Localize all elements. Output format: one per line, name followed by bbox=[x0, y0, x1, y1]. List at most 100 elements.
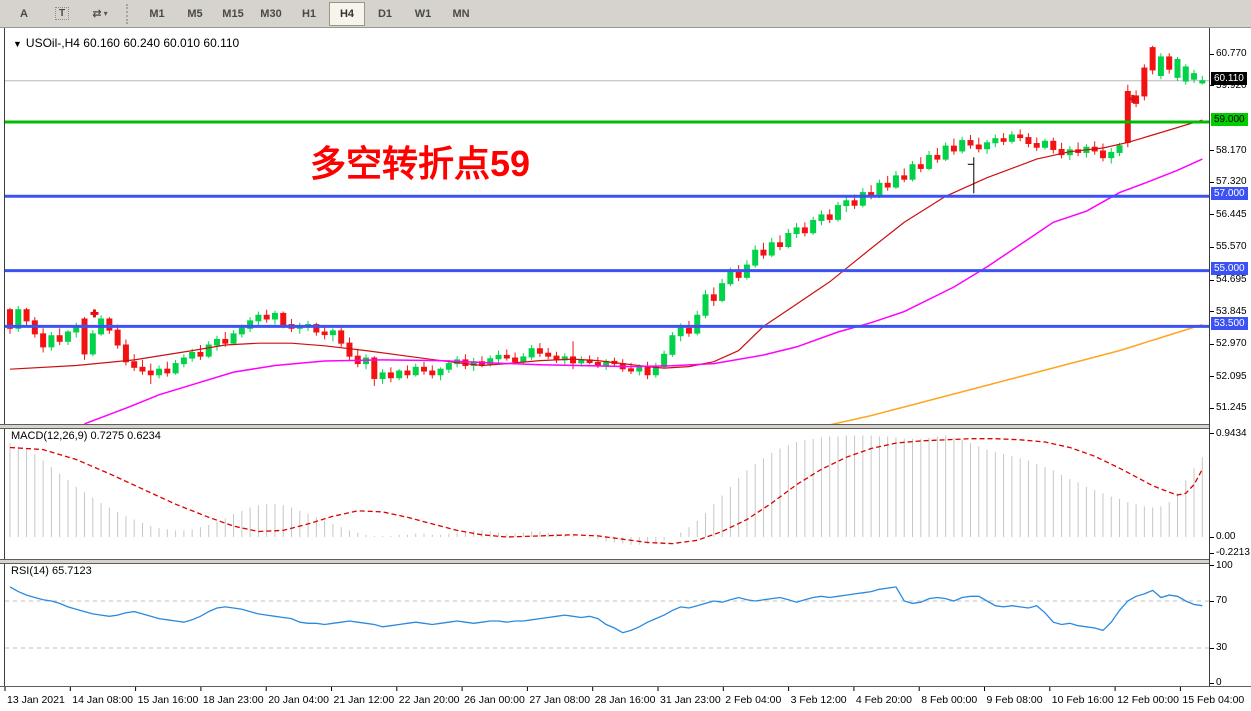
candle bbox=[1182, 64, 1189, 85]
time-tick-label: 4 Feb 20:00 bbox=[856, 694, 912, 706]
time-tick-label: 15 Feb 04:00 bbox=[1182, 694, 1244, 706]
timeframe-button-w1[interactable]: W1 bbox=[414, 7, 432, 20]
candle bbox=[371, 356, 378, 386]
candle bbox=[760, 242, 767, 259]
time-tick-label: 3 Feb 12:00 bbox=[791, 694, 847, 706]
timeframe-button-h1[interactable]: H1 bbox=[301, 7, 317, 20]
timeframe-button-m1[interactable]: M1 bbox=[149, 7, 165, 20]
candle bbox=[536, 343, 543, 357]
candle bbox=[685, 320, 692, 337]
panel-divider[interactable] bbox=[0, 559, 1251, 564]
cascade-arrows-icon: ⇄ bbox=[92, 8, 102, 20]
candle bbox=[884, 175, 891, 191]
candle bbox=[255, 311, 262, 327]
candle bbox=[1075, 142, 1082, 157]
vertical-line-object[interactable] bbox=[967, 157, 975, 194]
candle bbox=[793, 223, 800, 238]
cascade-tool-button[interactable]: ⇄ ▾ bbox=[82, 2, 118, 26]
candle bbox=[810, 216, 817, 235]
timeframe-button-m5[interactable]: M5 bbox=[187, 7, 203, 20]
candle bbox=[926, 150, 933, 171]
price-axis[interactable]: 60.770 59.920 58.170 57.320 56.445 55.570 54.6… bbox=[1209, 28, 1251, 711]
candle bbox=[835, 201, 841, 222]
timeframe-button-d1[interactable]: D1 bbox=[377, 7, 393, 20]
timeframe-button-m15[interactable]: M15 bbox=[222, 7, 244, 20]
axis-tick bbox=[1210, 647, 1214, 649]
time-axis[interactable]: 13 Jan 2021 14 Jan 08:00 15 Jan 16:00 18 Ja… bbox=[0, 686, 1251, 711]
chart-annotation-text: 多空转折点59 bbox=[310, 143, 531, 184]
candle bbox=[15, 305, 22, 332]
time-tick-label: 8 Feb 00:00 bbox=[921, 694, 977, 706]
candle bbox=[1066, 146, 1073, 160]
candle bbox=[959, 136, 966, 154]
price-tick-label: 58.170 bbox=[1216, 144, 1247, 156]
rsi-label: RSI(14) 65.7123 bbox=[11, 565, 92, 577]
timeframe-button-mn[interactable]: MN bbox=[452, 7, 470, 20]
time-tick-label: 10 Feb 16:00 bbox=[1052, 694, 1114, 706]
candle bbox=[396, 369, 403, 381]
candle bbox=[785, 229, 792, 249]
candle bbox=[338, 326, 345, 347]
axis-tick bbox=[1210, 85, 1214, 87]
axis-tick bbox=[1210, 407, 1214, 409]
panel-divider[interactable] bbox=[0, 424, 1251, 429]
symbol-ohlc-line: ▼ USOil-,H4 60.160 60.240 60.010 60.110 bbox=[13, 36, 239, 50]
candle bbox=[843, 196, 850, 212]
candle bbox=[702, 289, 709, 319]
candle bbox=[114, 324, 121, 349]
time-tick-label: 22 Jan 20:00 bbox=[399, 694, 460, 706]
candle bbox=[230, 330, 237, 346]
timeframe-button-m30[interactable]: M30 bbox=[260, 7, 282, 20]
candle bbox=[1199, 75, 1206, 85]
chart-window[interactable]: ▼ USOil-,H4 60.160 60.240 60.010 60.110 多… bbox=[0, 28, 1251, 711]
candle bbox=[1166, 53, 1173, 74]
candle bbox=[164, 361, 171, 377]
toolbar: A T ⇄ ▾ M1 M5 M15 M30 H1 H4 D1 W1 MN bbox=[0, 0, 1251, 28]
candle bbox=[545, 347, 552, 360]
price-chart-canvas[interactable] bbox=[5, 30, 1209, 426]
candle bbox=[826, 209, 833, 224]
time-tick-label: 14 Jan 08:00 bbox=[72, 694, 133, 706]
ma-orange-line bbox=[829, 323, 1203, 426]
time-tick-label: 28 Jan 16:00 bbox=[595, 694, 656, 706]
axis-tick bbox=[1210, 246, 1214, 248]
text-tool-icon: T bbox=[54, 7, 70, 20]
candle bbox=[180, 354, 187, 368]
rsi-canvas[interactable] bbox=[5, 562, 1209, 686]
plus-mark-icon[interactable] bbox=[90, 309, 99, 318]
candle bbox=[421, 361, 427, 375]
candle bbox=[172, 359, 179, 375]
ma-red-line bbox=[9, 119, 1203, 370]
candle bbox=[710, 287, 717, 306]
candle bbox=[147, 363, 154, 385]
macd-panel[interactable]: MACD(12,26,9) 0.7275 0.6234 bbox=[5, 427, 1209, 559]
rsi-tick-label: 70 bbox=[1216, 595, 1228, 606]
candle bbox=[40, 328, 47, 353]
symbol-dropdown-icon[interactable]: ▼ bbox=[13, 39, 22, 49]
candle bbox=[1025, 133, 1032, 148]
candle bbox=[619, 359, 626, 372]
price-tick-label: 59.920 bbox=[1216, 79, 1247, 91]
macd-canvas[interactable] bbox=[5, 427, 1209, 559]
price-panel[interactable]: ▼ USOil-,H4 60.160 60.240 60.010 60.110 多… bbox=[5, 30, 1209, 426]
candle bbox=[694, 310, 701, 336]
candle bbox=[1000, 133, 1007, 146]
timeframe-button-h4[interactable]: H4 bbox=[329, 1, 365, 26]
cursor-tool-button[interactable]: A bbox=[20, 7, 28, 20]
candle bbox=[1174, 56, 1181, 82]
candle bbox=[1116, 142, 1123, 157]
plus-mark-icon[interactable] bbox=[1128, 94, 1137, 103]
axis-tick bbox=[1210, 565, 1214, 567]
time-tick-label: 21 Jan 12:00 bbox=[334, 694, 395, 706]
axis-tick bbox=[1210, 53, 1214, 55]
text-tool-button[interactable]: T bbox=[44, 2, 80, 26]
candle bbox=[892, 171, 899, 189]
candle bbox=[48, 332, 55, 351]
symbol-period-label: USOil-,H4 bbox=[25, 36, 80, 50]
candle bbox=[379, 369, 386, 385]
candle bbox=[1042, 138, 1048, 150]
candle bbox=[197, 345, 204, 360]
rsi-panel[interactable]: RSI(14) 65.7123 bbox=[5, 562, 1209, 686]
candle bbox=[296, 322, 303, 334]
